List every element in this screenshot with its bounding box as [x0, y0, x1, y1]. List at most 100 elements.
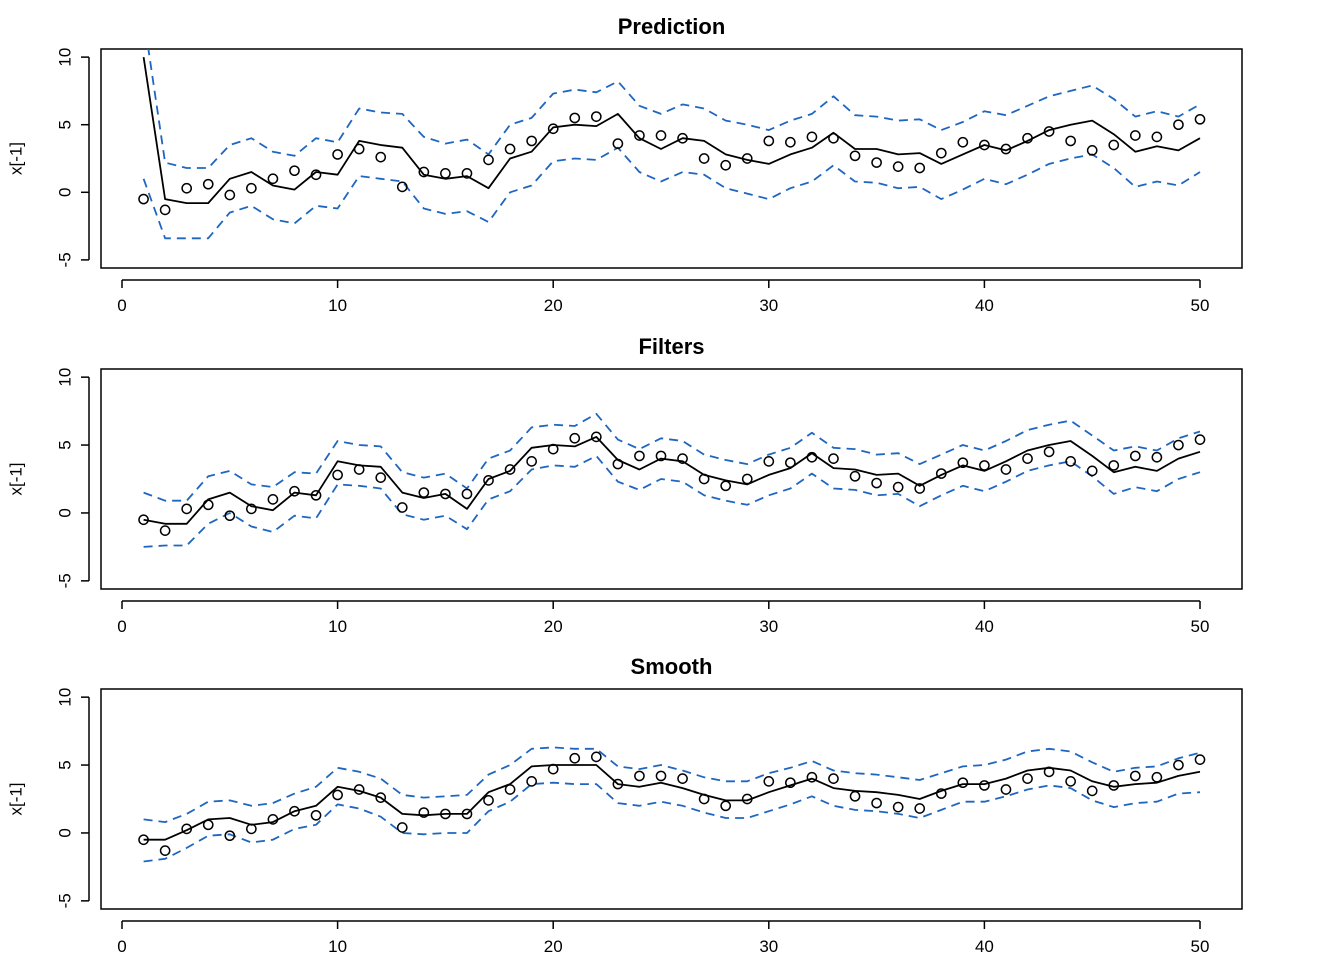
x-tick-label: 0	[117, 617, 126, 636]
observation-point	[332, 469, 343, 481]
observation-point	[979, 780, 990, 791]
y-tick-label: 0	[56, 508, 75, 517]
observation-point	[1173, 119, 1184, 131]
observation-point	[634, 130, 645, 141]
observation-point	[396, 181, 408, 193]
observation-point	[1194, 113, 1206, 125]
observation-point	[979, 460, 990, 471]
observation-point	[310, 809, 322, 821]
observation-point	[246, 503, 257, 515]
x-tick-label: 20	[544, 937, 563, 956]
observation-point	[1043, 126, 1055, 137]
observation-point	[1151, 451, 1163, 463]
x-tick-label: 40	[975, 617, 994, 636]
chart-title: Prediction	[618, 14, 726, 39]
y-tick-label: 10	[56, 688, 75, 707]
observation-point	[763, 455, 775, 467]
observation-point	[720, 800, 732, 812]
estimate-line	[143, 764, 1201, 841]
observation-point	[1108, 139, 1120, 151]
observation-point	[267, 173, 279, 185]
observation-point	[569, 752, 581, 764]
observation-point	[1151, 131, 1163, 143]
observation-point	[741, 793, 753, 805]
observation-point	[181, 823, 193, 835]
observation-point	[957, 777, 969, 789]
observation-point	[267, 814, 279, 825]
observation-point	[138, 834, 149, 846]
x-tick-label: 10	[328, 617, 347, 636]
observation-point	[741, 473, 753, 485]
observation-point	[612, 458, 624, 470]
y-axis-label: x[-1]	[7, 142, 26, 175]
observation-point	[1043, 766, 1055, 778]
observation-point	[418, 807, 430, 818]
observation-point	[246, 182, 257, 194]
observation-point	[353, 464, 365, 475]
observation-point	[785, 777, 796, 789]
observation-point	[483, 795, 494, 806]
y-tick-label: 10	[56, 48, 75, 67]
observation-point	[504, 464, 516, 475]
observation-point	[504, 784, 516, 795]
x-tick-label: 50	[1191, 937, 1210, 956]
observation-point	[526, 135, 537, 147]
observation-point	[461, 808, 473, 820]
observation-point	[1022, 453, 1033, 464]
observation-point	[332, 789, 343, 801]
observation-point	[569, 432, 581, 444]
observation-point	[806, 131, 818, 143]
y-tick-label: 10	[56, 368, 75, 387]
observation-point	[935, 788, 947, 799]
observation-point	[634, 450, 645, 462]
observation-point	[1086, 145, 1098, 156]
x-tick-label: 30	[759, 617, 778, 636]
observation-point	[289, 805, 300, 817]
observation-point	[1022, 132, 1033, 144]
observation-point	[569, 112, 581, 124]
confidence-band-line	[143, 781, 1201, 863]
observation-point	[1000, 784, 1012, 795]
observation-point	[1194, 754, 1206, 765]
observation-point	[483, 154, 494, 166]
observation-point	[504, 143, 516, 155]
observation-point	[159, 204, 171, 216]
observation-point	[655, 130, 667, 141]
observation-point	[828, 773, 839, 784]
x-tick-label: 0	[117, 296, 126, 315]
y-tick-label: -5	[56, 573, 75, 588]
observation-point	[849, 150, 861, 162]
observation-point	[267, 494, 279, 505]
y-tick-label: 5	[56, 760, 75, 769]
observation-point	[440, 808, 451, 820]
observation-point	[892, 801, 904, 813]
observation-point	[677, 453, 688, 464]
observation-point	[914, 483, 926, 494]
observation-point	[1086, 465, 1098, 477]
chart-title: Smooth	[631, 654, 713, 679]
observation-point	[483, 475, 494, 486]
observation-point	[935, 468, 947, 479]
observation-point	[1043, 446, 1055, 458]
observation-point	[957, 457, 969, 469]
estimate-line	[142, 56, 1201, 205]
observation-point	[353, 143, 365, 155]
observation-point	[612, 778, 624, 790]
observation-point	[634, 770, 645, 782]
x-tick-label: 50	[1191, 296, 1210, 315]
observation-point	[440, 488, 451, 500]
observation-point	[1065, 775, 1076, 787]
confidence-band-line	[143, 746, 1201, 823]
observation-point	[590, 111, 602, 122]
observation-point	[181, 503, 193, 515]
observation-point	[181, 182, 193, 194]
confidence-band-line	[143, 454, 1201, 548]
observation-point	[418, 487, 430, 498]
observation-point	[935, 147, 947, 159]
x-tick-label: 10	[328, 937, 347, 956]
panel-smooth: Smooth 0 10 20 30 40 50 -5 0 5 10 x[-1]	[7, 654, 1243, 956]
x-tick-label: 50	[1191, 617, 1210, 636]
observation-point	[957, 136, 969, 148]
observation-point	[698, 153, 710, 164]
